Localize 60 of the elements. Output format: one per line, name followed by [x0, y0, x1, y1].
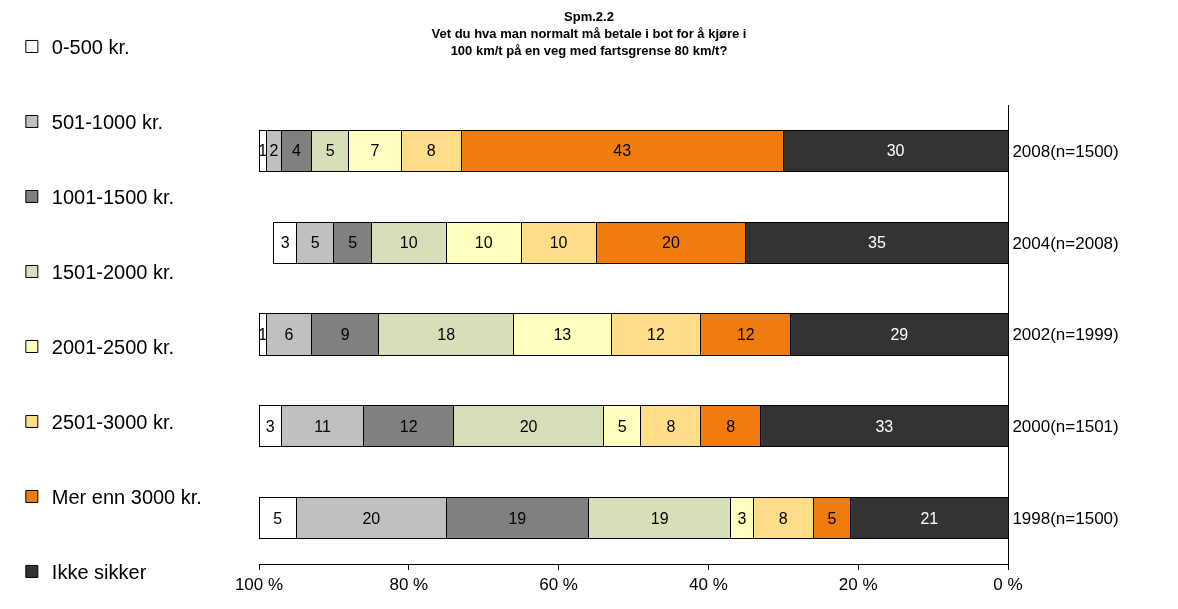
y-tick-label: 2000(n=1501)	[1012, 417, 1119, 437]
legend-label: Ikke sikker	[51, 561, 147, 584]
data-label: 7	[370, 142, 380, 160]
data-label: 8	[666, 417, 676, 435]
data-label: 18	[437, 326, 456, 343]
data-label: 10	[549, 234, 568, 252]
data-label: 9	[340, 326, 350, 343]
data-label: 5	[310, 234, 320, 252]
legend-label: 501-1000 kr.	[51, 111, 164, 134]
data-label: 5	[273, 509, 283, 527]
data-label: 6	[284, 326, 294, 343]
data-label: 4	[291, 142, 301, 160]
data-label: 30	[886, 142, 905, 160]
data-label: 12	[736, 326, 755, 343]
y-tick-label: 2002(n=1999)	[1012, 325, 1119, 345]
y-tick-label: 1998(n=1500)	[1012, 509, 1119, 529]
data-label: 1	[258, 142, 268, 160]
data-label: 8	[426, 142, 436, 160]
data-label: 8	[726, 417, 736, 435]
data-label: 5	[348, 234, 358, 252]
data-label: 12	[399, 417, 418, 435]
data-label: 20	[362, 509, 381, 527]
x-tick-label: 0 %	[993, 575, 1023, 595]
data-label: 19	[508, 509, 527, 527]
data-label: 33	[875, 417, 894, 435]
x-tick-label: 20 %	[838, 575, 878, 595]
data-label: 3	[280, 234, 290, 252]
y-tick-label: 2004(n=2008)	[1012, 233, 1119, 253]
data-label: 8	[778, 509, 788, 527]
y-tick-label: 2008(n=1500)	[1012, 141, 1119, 161]
data-label: 3	[737, 509, 747, 527]
data-label: 21	[920, 509, 939, 527]
data-label: 20	[519, 417, 538, 435]
data-label: 5	[617, 417, 627, 435]
legend-label: 2501-3000 kr.	[51, 411, 175, 434]
data-label: 2	[269, 142, 279, 160]
data-label: 19	[650, 509, 669, 527]
data-label: 35	[867, 234, 886, 252]
data-label: 10	[474, 234, 493, 252]
legend-label: 1001-1500 kr.	[51, 186, 175, 209]
data-label: 29	[890, 326, 909, 343]
legend-label: 2001-2500 kr.	[51, 336, 175, 359]
legend-label: 1501-2000 kr.	[51, 261, 175, 284]
legend-label: 0-500 kr.	[51, 36, 130, 59]
chart-title: Spm.2.2 Vet du hva man normalt må betale i bot for å kjøre i 100 km/t på en veg med fartsgrense 80 km/t?	[431, 9, 747, 59]
data-label: 10	[399, 234, 418, 252]
data-label: 11	[314, 417, 332, 435]
data-label: 13	[553, 326, 572, 343]
data-label: 5	[325, 142, 335, 160]
legend-label: Mer enn 3000 kr.	[51, 486, 202, 509]
data-label: 5	[827, 509, 837, 527]
data-label: 20	[662, 234, 680, 252]
data-label: 12	[647, 326, 665, 343]
x-tick-label: 100 %	[234, 575, 284, 595]
data-label: 1	[258, 326, 268, 343]
data-label: 3	[265, 417, 275, 435]
data-label: 43	[613, 142, 632, 160]
x-tick-label: 60 %	[539, 575, 578, 595]
x-tick-label: 80 %	[389, 575, 429, 595]
x-tick-label: 40 %	[689, 575, 728, 595]
